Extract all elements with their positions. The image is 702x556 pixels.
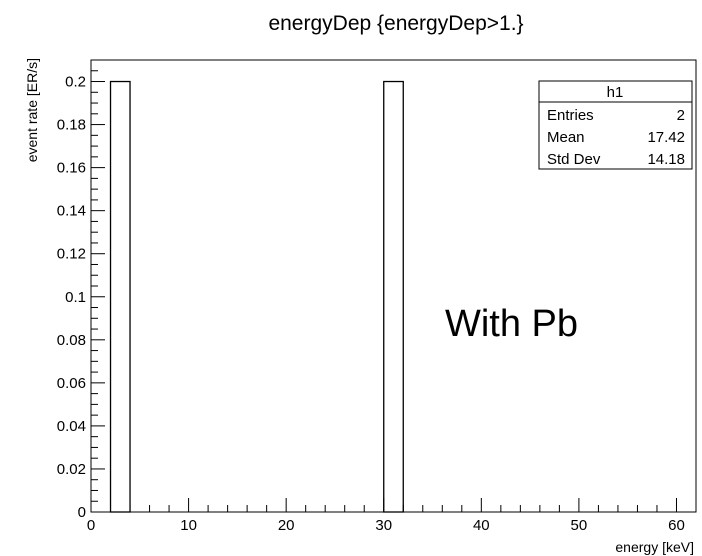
y-tick-label: 0.2 <box>65 74 86 91</box>
y-tick-label: 0.04 <box>57 418 86 435</box>
histogram-bar-0 <box>109 80 131 513</box>
y-tick-label: 0.02 <box>57 461 86 478</box>
y-tick-label: 0.06 <box>57 375 86 392</box>
plot-area: 0 10 20 30 40 50 60 0 0.02 0.04 0.06 0.08 0.1 0.12 0.1… <box>57 59 697 534</box>
x-axis-title: energy [keV] <box>615 539 694 555</box>
y-tick-label: 0.08 <box>57 332 86 349</box>
x-tick-label: 10 <box>180 517 197 534</box>
x-tick-label: 40 <box>473 517 490 534</box>
y-axis-title: event rate [ER/s] <box>24 58 40 162</box>
stats-mean-label: Mean <box>547 129 585 146</box>
y-tick-label: 0.14 <box>57 203 86 220</box>
annotation-text: With Pb <box>445 303 578 345</box>
stats-stddev-label: Std Dev <box>547 151 601 168</box>
x-tick-label: 50 <box>571 517 588 534</box>
y-tick-label: 0.18 <box>57 117 86 134</box>
stats-entries-value: 2 <box>677 107 685 124</box>
stats-mean-value: 17.42 <box>647 129 685 146</box>
x-tick-label: 20 <box>278 517 295 534</box>
stats-stddev-value: 14.18 <box>647 151 685 168</box>
x-tick-label: 30 <box>375 517 392 534</box>
y-tick-label: 0.1 <box>65 289 86 306</box>
x-tick-label: 0 <box>87 517 95 534</box>
stats-box-title: h1 <box>607 84 624 101</box>
chart-title: energyDep {energyDep>1.} <box>268 12 523 35</box>
stats-entries-label: Entries <box>547 107 594 124</box>
x-tick-label: 60 <box>668 517 685 534</box>
y-tick-label: 0.16 <box>57 160 86 177</box>
stats-box-frame <box>538 80 693 170</box>
y-tick-label: 0.12 <box>57 246 86 263</box>
stats-box: h1 Entries 2 Mean 17.42 Std Dev 14.18 <box>538 80 693 170</box>
y-tick-label: 0 <box>78 504 86 521</box>
histogram-bar-1 <box>383 80 404 513</box>
